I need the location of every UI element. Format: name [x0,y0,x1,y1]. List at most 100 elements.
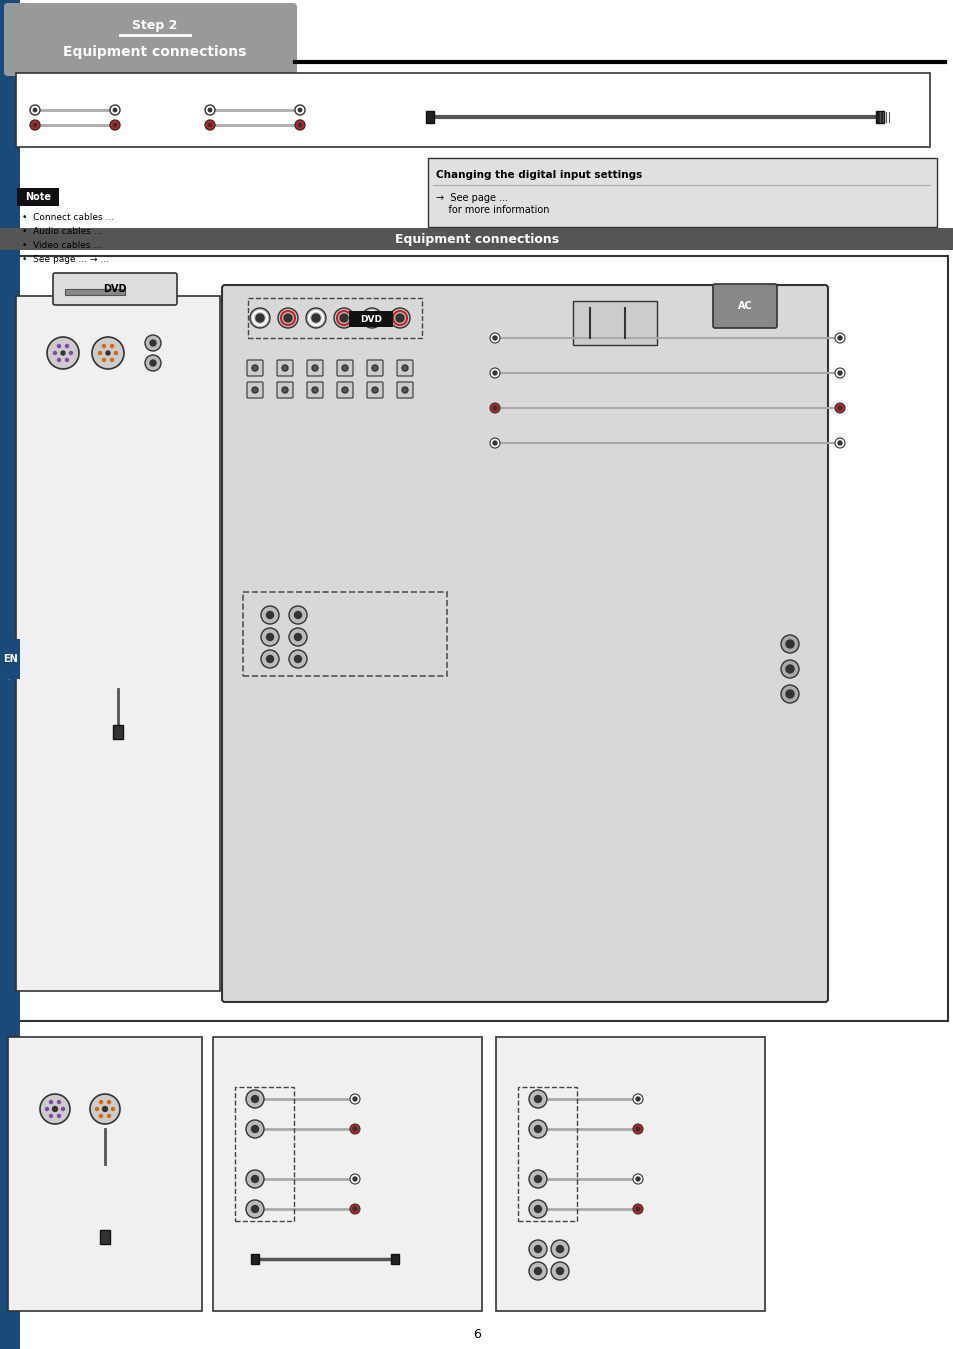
Circle shape [312,366,317,371]
Circle shape [70,352,72,355]
Circle shape [145,335,161,351]
Circle shape [341,387,348,393]
Circle shape [636,1126,639,1130]
Circle shape [205,105,214,115]
Circle shape [339,314,348,322]
Circle shape [350,1124,359,1135]
Circle shape [490,368,499,378]
Circle shape [341,366,348,371]
Circle shape [350,1094,359,1103]
Circle shape [102,1106,108,1112]
Circle shape [266,634,274,641]
Circle shape [112,123,117,127]
Circle shape [636,1176,639,1180]
Circle shape [534,1095,541,1102]
FancyBboxPatch shape [426,111,434,123]
Circle shape [785,689,793,697]
Circle shape [261,629,278,646]
Circle shape [30,120,40,130]
FancyBboxPatch shape [222,285,827,1002]
Text: AC: AC [737,301,752,312]
Circle shape [246,1090,264,1108]
Circle shape [353,1097,356,1101]
Circle shape [529,1170,546,1188]
Circle shape [633,1124,642,1135]
Circle shape [277,308,297,328]
Circle shape [114,352,117,355]
Circle shape [208,123,212,127]
FancyBboxPatch shape [247,360,263,376]
Circle shape [529,1240,546,1259]
Text: →  See page ...: → See page ... [436,193,508,202]
Text: •  Audio cables ...: • Audio cables ... [22,228,102,236]
Circle shape [252,1206,258,1213]
FancyBboxPatch shape [8,1037,202,1311]
Circle shape [534,1125,541,1133]
FancyBboxPatch shape [349,312,393,326]
FancyBboxPatch shape [17,188,59,206]
Circle shape [529,1120,546,1139]
Circle shape [490,403,499,413]
Circle shape [353,1126,356,1130]
FancyBboxPatch shape [112,724,123,739]
Circle shape [636,1097,639,1101]
Circle shape [294,634,301,641]
Circle shape [294,656,301,662]
Circle shape [252,1125,258,1133]
Circle shape [208,108,212,112]
FancyBboxPatch shape [16,73,929,147]
Circle shape [633,1094,642,1103]
Text: Step 2: Step 2 [132,19,177,31]
Circle shape [551,1240,568,1259]
Circle shape [57,1101,60,1103]
Circle shape [111,359,113,362]
Circle shape [306,308,326,328]
FancyBboxPatch shape [573,301,657,345]
Circle shape [99,1114,102,1117]
FancyBboxPatch shape [0,639,20,679]
Circle shape [372,387,377,393]
FancyBboxPatch shape [100,1230,110,1244]
Circle shape [312,314,319,322]
Text: DVD: DVD [359,314,381,324]
Circle shape [834,403,844,413]
Circle shape [529,1263,546,1280]
FancyBboxPatch shape [53,272,177,305]
Circle shape [112,108,117,112]
Circle shape [781,685,799,703]
Circle shape [205,120,214,130]
Circle shape [534,1175,541,1183]
Circle shape [493,336,497,340]
Text: Equipment connections: Equipment connections [63,45,247,59]
FancyBboxPatch shape [428,158,936,227]
Circle shape [633,1174,642,1184]
Text: 6: 6 [473,1327,480,1341]
Circle shape [289,629,307,646]
Circle shape [252,1095,258,1102]
Circle shape [837,406,841,410]
Circle shape [47,337,79,370]
Circle shape [556,1268,563,1275]
Text: for more information: for more information [436,205,549,214]
Circle shape [493,406,497,410]
FancyBboxPatch shape [367,382,382,398]
Circle shape [110,105,120,115]
FancyBboxPatch shape [336,360,353,376]
Circle shape [837,336,841,340]
Circle shape [50,1101,52,1103]
Circle shape [353,1207,356,1211]
Circle shape [261,606,278,625]
FancyBboxPatch shape [6,256,947,1021]
Circle shape [252,387,257,393]
Text: •  Video cables ...: • Video cables ... [22,241,102,251]
Circle shape [252,366,257,371]
Circle shape [493,371,497,375]
Circle shape [112,1108,114,1110]
Circle shape [50,1114,52,1117]
Circle shape [834,333,844,343]
FancyBboxPatch shape [65,289,125,295]
Circle shape [106,351,110,355]
FancyBboxPatch shape [247,382,263,398]
FancyBboxPatch shape [391,1255,398,1264]
Circle shape [284,314,292,322]
